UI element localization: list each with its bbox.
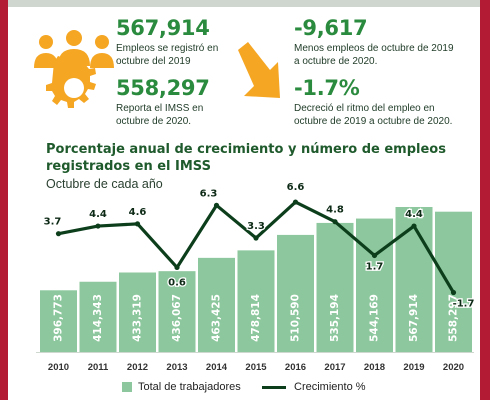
growth-label-2012: 4.6 bbox=[129, 207, 147, 218]
chart-subtitle: Octubre de cada año bbox=[46, 177, 163, 191]
difference-label-line2: a octubre de 2020. bbox=[294, 56, 378, 67]
difference-value: -9,617 bbox=[294, 16, 368, 40]
x-tick-label-2016: 2016 bbox=[285, 362, 306, 373]
growth-point-2019 bbox=[411, 223, 417, 229]
x-tick-label-2020: 2020 bbox=[443, 362, 464, 373]
legend-bars: Total de trabajadores bbox=[122, 380, 241, 394]
percent-change-label-line1: Decreció el ritmo del empleo en bbox=[294, 103, 435, 114]
bar-2020 bbox=[435, 211, 472, 352]
growth-label-2018: 1.7 bbox=[366, 261, 384, 272]
bar-value-label-2010: 396,773 bbox=[53, 294, 65, 342]
growth-point-2015 bbox=[253, 235, 259, 241]
difference-label-line1: Menos empleos de octubre de 2019 bbox=[294, 43, 454, 54]
bar-value-label-2011: 414,343 bbox=[92, 294, 104, 342]
people-gear-icon bbox=[34, 30, 114, 108]
bar-value-label-2018: 544,169 bbox=[369, 294, 381, 342]
bar-value-label-2013: 436,067 bbox=[171, 294, 183, 342]
bar-value-label-2015: 478,814 bbox=[250, 294, 262, 342]
x-tick-label-2019: 2019 bbox=[403, 362, 424, 373]
total-employment-label: Empleos se registró en octubre del 2019 bbox=[116, 42, 218, 68]
growth-point-2011 bbox=[95, 223, 101, 229]
bar-2018 bbox=[356, 218, 393, 352]
growth-point-2012 bbox=[134, 221, 141, 227]
difference-label: Menos empleos de octubre de 2019 a octub… bbox=[294, 42, 454, 68]
percent-change-label-line2: octubre de 2019 a octubre de 2020. bbox=[294, 116, 453, 127]
bar-value-label-2019: 567,914 bbox=[408, 294, 420, 342]
bar-2016 bbox=[277, 234, 314, 352]
growth-point-2017 bbox=[332, 219, 338, 225]
bar-value-label-2014: 463,425 bbox=[211, 294, 223, 342]
x-tick-label-2014: 2014 bbox=[206, 362, 228, 373]
x-tick-label-2018: 2018 bbox=[364, 362, 385, 373]
imss-employment-label: Reporta el IMSS en octubre de 2020. bbox=[116, 102, 203, 128]
growth-point-2018 bbox=[371, 252, 378, 259]
chart-title: Porcentaje anual de crecimiento y número… bbox=[46, 142, 446, 174]
growth-label-2014: 6.3 bbox=[200, 188, 218, 199]
growth-point-2013 bbox=[174, 264, 180, 271]
bar-2013 bbox=[158, 271, 196, 352]
bar-value-label-2012: 433,319 bbox=[132, 294, 144, 342]
growth-point-2016 bbox=[292, 199, 299, 205]
down-right-arrow-icon bbox=[238, 42, 280, 98]
imss-employment-value: 558,297 bbox=[116, 76, 210, 100]
x-tick-label-2013: 2013 bbox=[166, 362, 187, 373]
bar-value-label-2017: 535,194 bbox=[329, 294, 341, 342]
infographic-card: 567,914 Empleos se registró en octubre d… bbox=[8, 0, 480, 400]
growth-point-2014 bbox=[213, 202, 220, 208]
imss-employment-label-line2: octubre de 2020. bbox=[116, 116, 192, 127]
percent-change-value: -1.7% bbox=[294, 76, 360, 100]
total-employment-label-line2: octubre del 2019 bbox=[116, 56, 191, 67]
imss-employment-label-line1: Reporta el IMSS en bbox=[116, 103, 204, 114]
top-strip bbox=[8, 0, 480, 7]
growth-label-2016: 6.6 bbox=[287, 182, 305, 193]
x-tick-label-2012: 2012 bbox=[127, 362, 148, 373]
growth-label-2015: 3.3 bbox=[247, 221, 265, 232]
growth-label-2011: 4.4 bbox=[89, 209, 107, 220]
bar-2015 bbox=[237, 250, 275, 352]
legend-bar-swatch bbox=[122, 382, 132, 392]
bar-2012 bbox=[119, 272, 156, 352]
bar-2019 bbox=[395, 207, 433, 352]
bar-value-label-2020: 558,297 bbox=[448, 294, 460, 342]
growth-point-2020 bbox=[450, 289, 457, 296]
legend-line-swatch bbox=[262, 385, 286, 389]
growth-label-2020: -1.7 bbox=[453, 299, 475, 310]
legend-line-label: Crecimiento % bbox=[294, 381, 366, 393]
growth-label-2019: 4.4 bbox=[405, 209, 423, 220]
employment-chart: 396,773 414,343 433,319 436,067 463,425 478,8… bbox=[36, 181, 476, 373]
growth-point-2010 bbox=[55, 231, 62, 237]
x-tick-label-2017: 2017 bbox=[324, 362, 345, 373]
x-tick-label-2011: 2011 bbox=[88, 362, 109, 373]
bar-2010 bbox=[40, 290, 77, 352]
bar-value-label-2016: 510,590 bbox=[290, 294, 302, 342]
bar-2014 bbox=[198, 257, 235, 352]
total-employment-value: 567,914 bbox=[116, 16, 210, 40]
growth-label-2013: 0.6 bbox=[168, 277, 186, 288]
bar-2017 bbox=[316, 222, 354, 352]
x-tick-label-2015: 2015 bbox=[245, 362, 267, 373]
legend-line: Crecimiento % bbox=[262, 380, 366, 394]
percent-change-label: Decreció el ritmo del empleo en octubre … bbox=[294, 102, 452, 128]
growth-label-2017: 4.8 bbox=[326, 205, 344, 216]
growth-label-2010: 3.7 bbox=[44, 217, 62, 228]
x-tick-label-2010: 2010 bbox=[48, 362, 69, 373]
total-employment-label-line1: Empleos se registró en bbox=[116, 43, 219, 54]
legend-bar-label: Total de trabajadores bbox=[138, 381, 241, 393]
bar-2011 bbox=[79, 281, 117, 352]
